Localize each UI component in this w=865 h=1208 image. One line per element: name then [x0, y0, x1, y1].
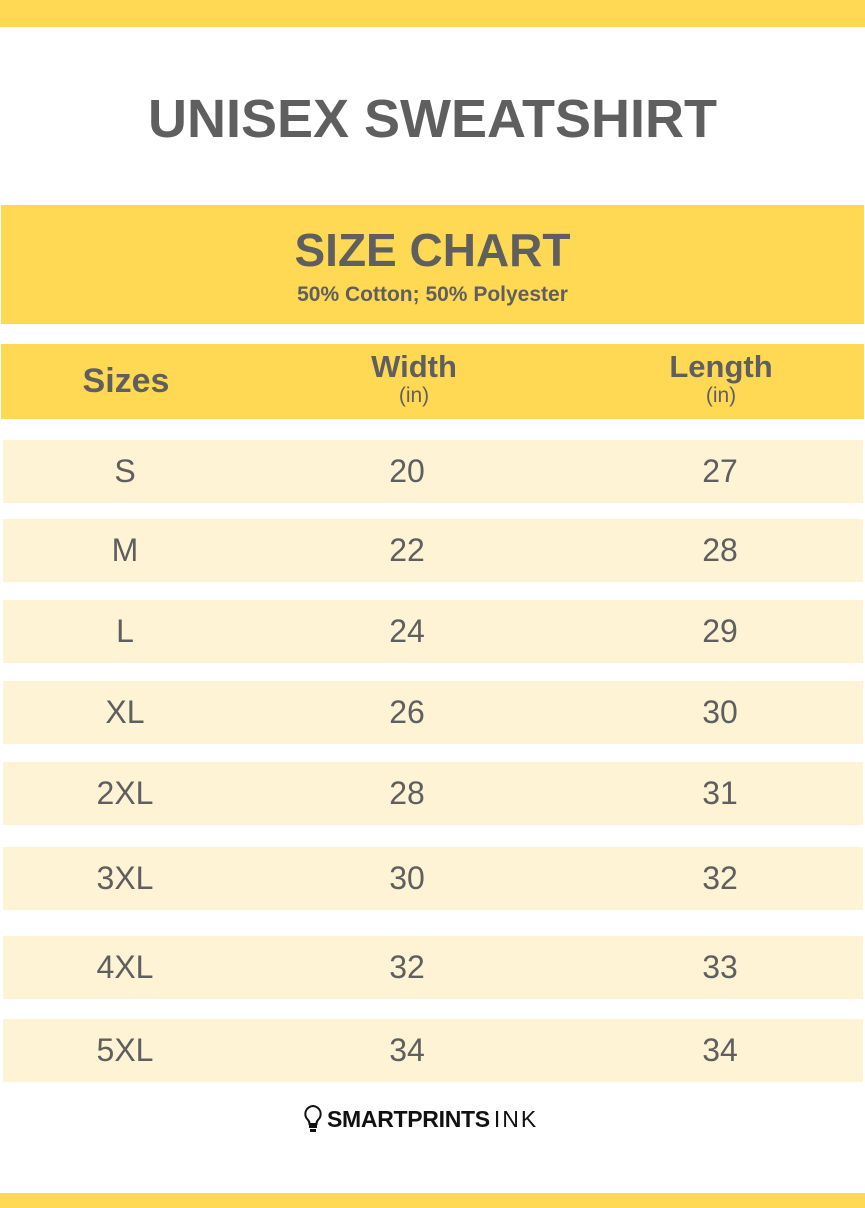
page-title: UNISEX SWEATSHIRT: [147, 89, 718, 149]
size-cell: 3XL: [96, 860, 154, 896]
top-accent-bar: [0, 0, 865, 27]
length-cell: 32: [702, 860, 738, 896]
length-cell: 31: [702, 775, 738, 811]
size-cell: 4XL: [96, 949, 154, 985]
header-length-label: Length: [669, 349, 773, 384]
table-row: S 20 27: [3, 440, 863, 503]
logo-light-text: INK: [493, 1105, 539, 1132]
size-cell: S: [114, 453, 136, 489]
table-row: XL 26 30: [3, 681, 863, 744]
width-cell: 28: [389, 775, 425, 811]
table-row: L 24 29: [3, 600, 863, 663]
size-cell: L: [116, 613, 134, 649]
width-cell: 32: [389, 949, 425, 985]
size-cell: 5XL: [96, 1032, 154, 1068]
width-cell: 24: [389, 613, 425, 649]
header-width-label: Width: [371, 349, 457, 384]
material-text: 50% Cotton; 50% Polyester: [297, 283, 568, 306]
table-row: 2XL 28 31: [3, 762, 863, 825]
length-cell: 30: [702, 694, 738, 730]
header-sizes: Sizes: [82, 362, 170, 400]
length-cell: 33: [702, 949, 738, 985]
width-cell: 20: [389, 453, 425, 489]
table-row: M 22 28: [3, 519, 863, 582]
table-row: 5XL 34 34: [3, 1019, 863, 1082]
header-width-unit: (in): [398, 384, 430, 407]
length-cell: 29: [702, 613, 738, 649]
header-width: Width (in): [334, 349, 494, 407]
size-cell: 2XL: [96, 775, 154, 811]
width-cell: 34: [389, 1032, 425, 1068]
lightbulb-icon: [304, 1104, 322, 1132]
width-cell: 30: [389, 860, 425, 896]
length-cell: 28: [702, 532, 738, 568]
size-cell: XL: [105, 694, 145, 730]
table-row: 3XL 30 32: [3, 847, 863, 910]
table-header: Sizes Width (in) Length (in): [1, 344, 864, 419]
length-cell: 34: [702, 1032, 738, 1068]
logo-bold-text: SMARTPRINTS: [327, 1105, 490, 1132]
header-length: Length (in): [641, 349, 801, 407]
size-chart-heading: SIZE CHART: [294, 224, 571, 276]
width-cell: 26: [389, 694, 425, 730]
width-cell: 22: [389, 532, 425, 568]
table-row: 4XL 32 33: [3, 936, 863, 999]
size-chart-banner: SIZE CHART 50% Cotton; 50% Polyester: [1, 205, 864, 324]
smartprints-logo: SMARTPRINTS INK: [303, 1104, 538, 1134]
length-cell: 27: [702, 453, 738, 489]
bottom-accent-bar: [0, 1193, 865, 1208]
header-length-unit: (in): [705, 384, 737, 407]
size-cell: M: [111, 532, 139, 568]
